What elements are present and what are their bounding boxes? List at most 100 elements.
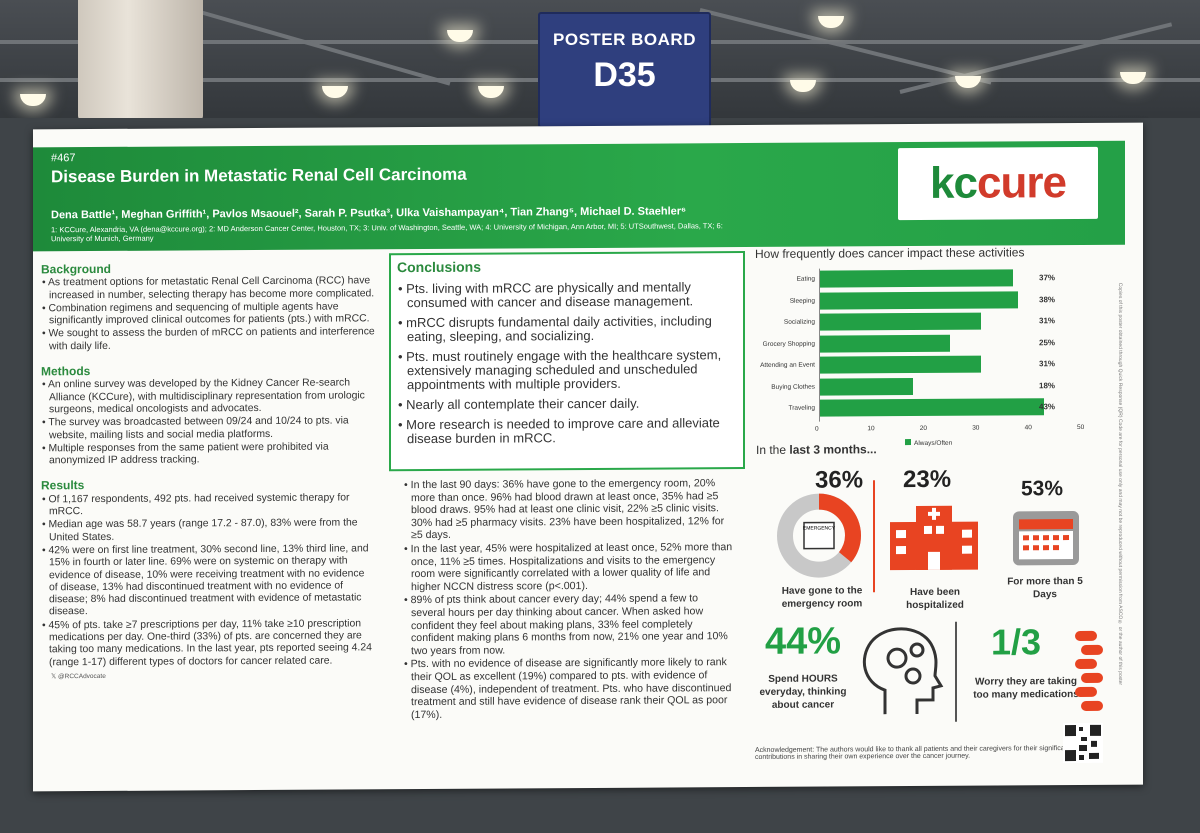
- social-handle: 𝕏 @RCCAdvocate: [51, 672, 106, 681]
- divider: [955, 621, 957, 722]
- list-item-text: We sought to assess the burden of mRCC o…: [48, 326, 375, 353]
- days-caption: For more than 5 Days: [1007, 575, 1083, 601]
- bullet-icon: •: [404, 594, 411, 607]
- poster-header: #467 Disease Burden in Metastatic Renal …: [33, 140, 1125, 252]
- days-percent: 53%: [1021, 477, 1064, 501]
- bullet-icon: •: [398, 315, 407, 331]
- bullet-icon: •: [404, 543, 411, 556]
- emergency-sign: EMERGENCY: [803, 525, 836, 531]
- findings-list: • In the last 90 days: 36% have gone to …: [395, 477, 743, 722]
- list-item-text: An online survey was developed by the Ki…: [47, 377, 365, 416]
- chart-value-label: 31%: [1039, 316, 1056, 326]
- qr-disclaimer: Copies of this poster obtained through Q…: [1117, 282, 1123, 686]
- hospitalized-caption: Have been hospitalized: [906, 586, 964, 612]
- ceiling-truss: [699, 8, 992, 85]
- list-item: • Of 1,167 respondents, 492 pts. had rec…: [42, 492, 375, 519]
- list-item-text: The survey was broadcasted between 09/24…: [48, 415, 349, 441]
- er-caption: Have gone to the emergency room: [781, 585, 863, 610]
- chart-legend: Always/Often: [905, 438, 953, 447]
- hours-percent: 44%: [765, 620, 842, 663]
- divider: [873, 480, 875, 593]
- chart-bar: [819, 398, 1045, 417]
- poster-authors: Dena Battle¹, Meghan Griffith¹, Pavlos M…: [51, 205, 687, 222]
- ceiling-truss: [199, 10, 451, 86]
- poster-number: #467: [51, 152, 76, 165]
- chart-value-label: 37%: [1039, 273, 1056, 283]
- er-donut: EMERGENCY: [777, 493, 861, 578]
- list-item: • We sought to assess the burden of mRCC…: [42, 326, 375, 354]
- chart-category-label: Grocery Shopping: [762, 340, 815, 348]
- legend-swatch: [905, 438, 911, 445]
- list-item: • The survey was broadcasted between 09/…: [42, 415, 375, 443]
- chart-tick-label: 50: [1077, 423, 1085, 431]
- bullet-icon: •: [404, 479, 411, 492]
- list-item: • Multiple responses from the same patie…: [42, 441, 375, 468]
- list-item: • Nearly all contemplate their cancer da…: [398, 396, 737, 412]
- list-item: • Pts. living with mRCC are physically a…: [398, 279, 737, 311]
- list-item-text: 89% of pts think about cancer every day;…: [410, 592, 728, 657]
- list-item: • 45% of pts. take ≥7 prescriptions per …: [42, 618, 375, 669]
- ceiling-lamp: [790, 80, 816, 92]
- list-item-text: As treatment options for metastatic Rena…: [47, 275, 375, 301]
- chart-axis: [819, 268, 820, 422]
- chart-tick-label: 40: [1024, 423, 1032, 431]
- hospital-icon: [890, 505, 978, 571]
- head-gears-icon: [862, 627, 944, 715]
- list-item: • In the last year, 45% were hospitalize…: [404, 541, 735, 593]
- background-list: • As treatment options for metastatic Re…: [33, 276, 383, 354]
- poster-board-sign: POSTER BOARD D35: [538, 12, 711, 128]
- list-item-text: Multiple responses from the same patient…: [48, 441, 329, 467]
- poster-affiliations: 1: KCCure, Alexandria, VA (dena@kccure.o…: [51, 221, 723, 244]
- qr-code-icon: [1063, 722, 1103, 764]
- list-item-text: Of 1,167 respondents, 492 pts. had recei…: [48, 492, 350, 518]
- chart-category-label: Eating: [796, 275, 815, 283]
- list-item-text: 45% of pts. take ≥7 prescriptions per da…: [48, 618, 372, 668]
- chart-value-label: 25%: [1039, 337, 1056, 347]
- meds-fraction: 1/3: [991, 621, 1042, 663]
- poster: #467 Disease Burden in Metastatic Renal …: [33, 122, 1143, 792]
- hours-caption: Spend HOURS everyday, thinking about can…: [759, 673, 847, 711]
- poster-title: Disease Burden in Metastatic Renal Cell …: [51, 164, 467, 187]
- acknowledgement: Acknowledgement: The authors would like …: [755, 745, 1071, 761]
- conclusions-heading: Conclusions: [397, 258, 482, 276]
- methods-heading: Methods: [41, 364, 91, 379]
- er-percent: 36%: [815, 466, 864, 494]
- list-item: • Combination regimens and sequencing of…: [42, 301, 375, 328]
- list-item: • 42% were on first line treatment, 30% …: [42, 543, 375, 619]
- list-item-text: In the last 90 days: 36% have gone to th…: [410, 477, 725, 542]
- pills-icon: [1075, 630, 1103, 711]
- chart-category-label: Attending an Event: [760, 361, 815, 369]
- list-item-text: Pts. must routinely engage with the heal…: [406, 347, 722, 393]
- legend-label: Always/Often: [914, 439, 953, 447]
- chart-bar: [819, 269, 1013, 288]
- meds-caption: Worry they are taking too many medicatio…: [973, 676, 1079, 701]
- chart-tick-label: 0: [815, 425, 819, 433]
- list-item-text: Combination regimens and sequencing of m…: [48, 301, 370, 327]
- conclusions-list: • Pts. living with mRCC are physically a…: [391, 279, 743, 446]
- chart-category-label: Buying Clothes: [771, 383, 815, 391]
- chart-bar: [819, 290, 1019, 310]
- ceiling-lamp: [1120, 72, 1146, 84]
- list-item-text: Pts. living with mRCC are physically and…: [406, 279, 694, 311]
- list-item: • An online survey was developed by the …: [42, 377, 375, 417]
- ceiling-lamp: [955, 76, 981, 88]
- list-item: • Median age was 58.7 years (range 17.2 …: [42, 517, 375, 545]
- chart-tick-label: 30: [972, 424, 980, 432]
- list-item: • As treatment options for metastatic Re…: [42, 275, 375, 303]
- list-item-text: In the last year, 45% were hospitalized …: [410, 541, 733, 593]
- ceiling-lamp: [478, 86, 504, 98]
- ambulance-icon: [803, 521, 835, 550]
- bullet-icon: •: [398, 281, 407, 297]
- last-three-months-heading: In the last 3 months...: [756, 442, 877, 457]
- kccure-logo: kccure: [898, 146, 1098, 221]
- heading-prefix: In the: [756, 442, 790, 457]
- conclusions-box: Conclusions • Pts. living with mRCC are …: [389, 251, 745, 472]
- chart-bar: [819, 312, 982, 331]
- chart-category-label: Traveling: [788, 404, 816, 412]
- list-item-text: Pts. with no evidence of disease are sig…: [410, 656, 732, 721]
- list-item: • Pts. with no evidence of disease are s…: [404, 656, 735, 721]
- list-item-text: Median age was 58.7 years (range 17.2 - …: [48, 517, 358, 543]
- list-item: • More research is needed to improve car…: [398, 415, 737, 446]
- pillar: [78, 0, 203, 120]
- chart-tick-label: 20: [919, 424, 928, 432]
